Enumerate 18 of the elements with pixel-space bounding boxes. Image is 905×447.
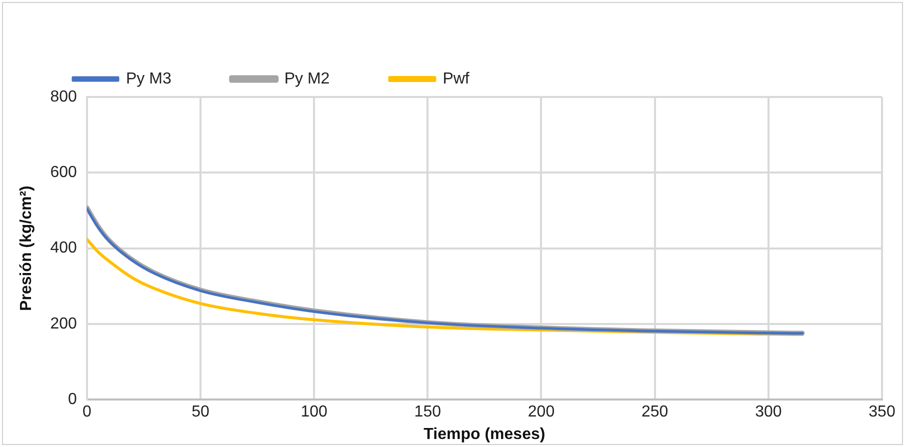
x-tick-label: 300 <box>755 404 782 421</box>
y-tick-label: 800 <box>50 88 77 106</box>
x-tick-label: 350 <box>868 404 896 421</box>
x-tick-label: 250 <box>641 404 668 421</box>
y-tick-label: 600 <box>50 164 77 182</box>
y-tick-label: 200 <box>50 315 77 332</box>
x-axis-title: Tiempo (meses) <box>424 426 546 443</box>
y-tick-label: 0 <box>68 391 77 408</box>
y-tick-label: 400 <box>50 240 77 257</box>
legend-label: Pwf <box>442 70 470 88</box>
legend-label: Py M3 <box>126 70 172 88</box>
x-tick-label: 0 <box>82 404 92 421</box>
legend-label: Py M2 <box>284 70 330 88</box>
y-axis-title: Presión (kg/cm²) <box>18 186 36 311</box>
x-tick-label: 50 <box>192 404 210 421</box>
x-tick-label: 150 <box>414 404 442 421</box>
x-tick-label: 100 <box>300 404 328 421</box>
x-tick-label: 200 <box>528 404 555 421</box>
